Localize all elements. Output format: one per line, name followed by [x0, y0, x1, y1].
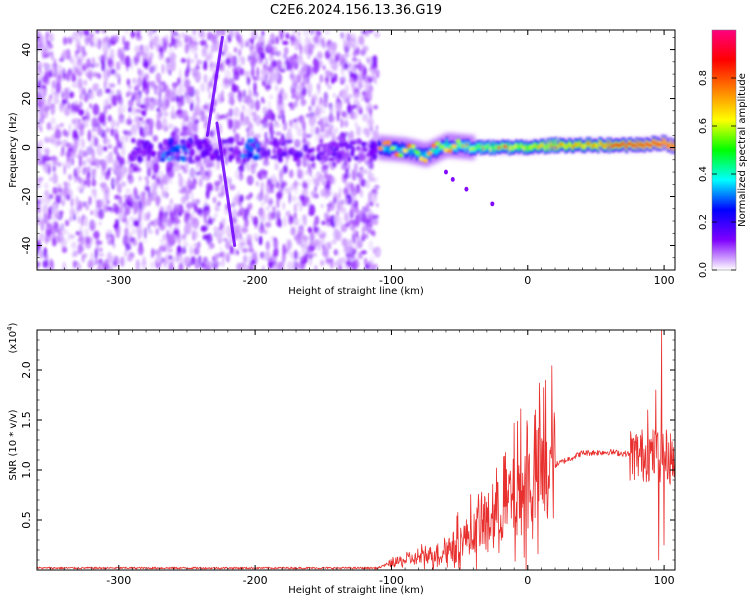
noise-blobs — [37, 30, 381, 270]
x-tick-label: 100 — [654, 274, 675, 287]
y-tick-label: -40 — [20, 237, 33, 255]
snr-series-line — [37, 330, 675, 570]
x-tick-label: -100 — [379, 574, 404, 587]
snr-frame — [36, 329, 676, 571]
colorbar-tick-label: 0.2 — [698, 214, 709, 230]
x-tick-label: -200 — [243, 574, 268, 587]
signal-core — [377, 135, 675, 163]
colorbar-tick-label: 0.6 — [698, 118, 709, 134]
spectrogram-outlier — [490, 201, 495, 207]
snr-panel: -300 -200 -100 0 100 0.5 1.0 1.5 2.0 Height of … — [6, 322, 676, 596]
x-tick-label: 0 — [524, 574, 531, 587]
spectrogram-streak — [215, 121, 237, 248]
colorbar-ticks: 0.0 0.2 0.4 0.6 0.8 — [698, 70, 736, 278]
snr-y-axis-label: SNR (10 * v/v) — [8, 409, 19, 480]
snr-x-axis-label: Height of straight line (km) — [288, 585, 424, 596]
spectrogram-y-axis-label: Frequency (Hz) — [8, 112, 19, 188]
x-tick-label: -300 — [106, 274, 131, 287]
snr-content — [37, 330, 675, 570]
spectrogram-streak — [205, 35, 224, 137]
colorbar: 0.0 0.2 0.4 0.6 0.8 Normalized spectral ampl… — [698, 29, 748, 278]
signal-ridge — [377, 132, 675, 168]
spectrogram-outlier — [450, 176, 455, 182]
spectrogram-x-axis-label: Height of straight line (km) — [288, 286, 424, 297]
y-tick-label: 0 — [20, 144, 33, 151]
colorbar-tick-label: 0.0 — [698, 262, 709, 278]
x-tick-label: 100 — [654, 574, 675, 587]
colorbar-frame — [711, 29, 737, 271]
y-tick-label: 1.0 — [20, 461, 33, 479]
x-tick-label: -200 — [243, 274, 268, 287]
spectrogram-outlier — [443, 169, 448, 175]
snr-y-multiplier: (x104) — [6, 322, 19, 353]
colorbar-tick-label: 0.8 — [698, 70, 709, 86]
snr-y-ticks: 0.5 1.0 1.5 2.0 — [20, 339, 675, 561]
snr-x-ticks: -300 -200 -100 0 100 — [50, 330, 675, 587]
x-tick-label: 0 — [524, 274, 531, 287]
noise-band — [129, 137, 379, 164]
y-tick-label: 0.5 — [20, 511, 33, 529]
colorbar-gradient — [712, 30, 736, 270]
colorbar-tick-label: 0.4 — [698, 166, 709, 182]
y-tick-label: 40 — [20, 43, 33, 57]
y-tick-label: -20 — [20, 188, 33, 206]
spectrogram-y-ticks: -40 -20 0 20 40 — [20, 37, 675, 271]
spectrogram-frame — [36, 29, 676, 271]
y-tick-label: 2.0 — [20, 361, 33, 379]
colorbar-label: Normalized spectral amplitude — [737, 73, 748, 227]
y-tick-label: 20 — [20, 92, 33, 106]
spectrogram-outlier — [464, 186, 469, 192]
figure-title: C2E6.2024.156.13.36.G19 — [270, 3, 442, 18]
spectrogram-x-ticks: -300 -200 -100 0 100 — [50, 30, 675, 287]
spectrogram-content — [37, 30, 675, 270]
x-tick-label: -300 — [106, 574, 131, 587]
x-tick-label: -100 — [379, 274, 404, 287]
y-tick-label: 1.5 — [20, 411, 33, 429]
